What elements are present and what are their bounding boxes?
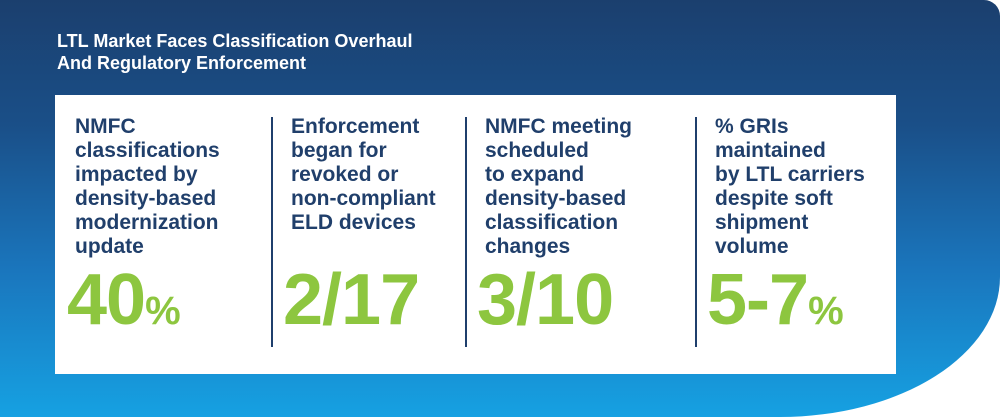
- stat-value-number: 5-7: [707, 260, 809, 340]
- stat-description: NMFC meeting scheduled to expand density…: [485, 115, 695, 259]
- stat-description-line: changes: [485, 235, 571, 258]
- banner-title-line-2: And Regulatory Enforcement: [57, 53, 307, 73]
- stat-description-line: modernization: [75, 211, 219, 234]
- stat-nmfc-meeting: NMFC meeting scheduled to expand density…: [465, 95, 695, 374]
- stat-description-line: ELD devices: [291, 211, 416, 234]
- stat-value-number: 2/17: [283, 260, 420, 340]
- stat-description-line: update: [75, 235, 144, 258]
- stat-description-line: began for: [291, 139, 387, 162]
- stat-description-line: density-based: [75, 187, 217, 210]
- stat-description-line: volume: [715, 235, 789, 258]
- stat-value-suffix: %: [145, 289, 181, 333]
- stat-value-number: 40: [67, 260, 146, 340]
- stat-value: 5-7%: [707, 260, 844, 351]
- stat-description-line: shipment: [715, 211, 809, 234]
- stat-description-line: impacted by: [75, 163, 198, 186]
- stat-description-line: Enforcement: [291, 115, 420, 138]
- stat-description-line: despite soft: [715, 187, 833, 210]
- stat-description-line: classification: [485, 211, 619, 234]
- stat-description-line: non-compliant: [291, 187, 436, 210]
- stat-description: % GRIs maintained by LTL carriers despit…: [715, 115, 896, 259]
- stat-gri-maintained: % GRIs maintained by LTL carriers despit…: [695, 95, 896, 374]
- stat-value: 3/10: [477, 260, 614, 351]
- stats-card: NMFC classifications impacted by density…: [55, 95, 896, 374]
- stat-description: Enforcement began for revoked or non-com…: [291, 115, 465, 235]
- stat-description: NMFC classifications impacted by density…: [75, 115, 271, 259]
- stat-description-line: scheduled: [485, 139, 589, 162]
- stat-description-line: to expand: [485, 163, 585, 186]
- banner-title-line-1: LTL Market Faces Classification Overhaul: [57, 31, 413, 51]
- stat-description-line: NMFC: [75, 115, 136, 138]
- stat-nmfc-classifications: NMFC classifications impacted by density…: [55, 95, 271, 374]
- stat-description-line: NMFC meeting: [485, 115, 632, 138]
- stat-value: 40%: [67, 260, 181, 351]
- stat-description-line: classifications: [75, 139, 220, 162]
- stat-value-number: 3/10: [477, 260, 614, 340]
- banner-title: LTL Market Faces Classification Overhaul…: [57, 30, 412, 74]
- stat-eld-enforcement: Enforcement began for revoked or non-com…: [271, 95, 465, 374]
- stat-description-line: by LTL carriers: [715, 163, 865, 186]
- stat-value-suffix: %: [808, 289, 844, 333]
- stat-description-line: maintained: [715, 139, 826, 162]
- stat-value: 2/17: [283, 260, 420, 351]
- stat-description-line: density-based: [485, 187, 627, 210]
- stat-description-line: revoked or: [291, 163, 399, 186]
- stat-description-line: % GRIs: [715, 115, 789, 138]
